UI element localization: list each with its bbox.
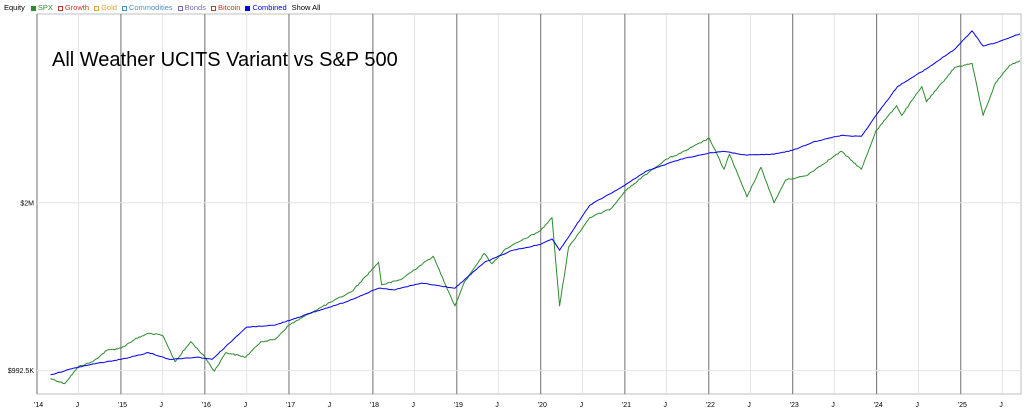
x-tick-label: '22	[706, 402, 715, 409]
x-tick-label: J	[412, 402, 416, 409]
x-tick-label: '16	[202, 402, 211, 409]
plot-frame	[36, 13, 1022, 395]
legend-item-bonds[interactable]: Bonds	[177, 3, 206, 13]
x-tick-label: J	[580, 402, 584, 409]
x-tick-label: '14	[34, 402, 43, 409]
show-all-button[interactable]: Show All	[291, 3, 321, 12]
legend-swatch-combined	[245, 5, 251, 11]
chart-legend: Equity SPX Growth Gold Commodities Bonds…	[4, 3, 320, 13]
x-tick-label: J	[915, 402, 919, 409]
series-line-spx	[50, 60, 1021, 385]
legend-label-commodities: Commodities	[128, 3, 173, 12]
x-tick-label: J	[328, 402, 332, 409]
x-tick-label: '21	[622, 402, 631, 409]
x-tick-label: '15	[118, 402, 127, 409]
legend-item-bitcoin[interactable]: Bitcoin	[210, 3, 241, 13]
legend-swatch-bonds	[177, 5, 183, 11]
legend-item-commodities[interactable]: Commodities	[121, 3, 173, 13]
x-tick-label: J	[999, 402, 1003, 409]
legend-item-combined[interactable]: Combined	[245, 3, 287, 13]
legend-label-gold: Gold	[101, 3, 117, 12]
legend-swatch-bitcoin	[210, 5, 216, 11]
y-axis: $992.5K $2M	[8, 200, 34, 375]
legend-label-bonds: Bonds	[184, 3, 206, 12]
x-tick-label: '23	[790, 402, 799, 409]
legend-label-bitcoin: Bitcoin	[217, 3, 241, 12]
x-tick-label: '18	[370, 402, 379, 409]
x-tick-label: J	[747, 402, 751, 409]
x-tick-label: '25	[958, 402, 967, 409]
x-tick-label: '17	[286, 402, 295, 409]
series-layer	[50, 30, 1021, 385]
x-tick-label: '20	[538, 402, 547, 409]
x-axis: '14 J '15 J '16 J '17 J '18 J '19 J '20 J '21 J '22 J '23 J…	[34, 402, 1003, 409]
legend-swatch-spx	[30, 5, 36, 11]
x-tick-label: J	[244, 402, 248, 409]
y-tick-label: $2M	[20, 200, 34, 207]
x-tick-label: J	[160, 402, 164, 409]
legend-swatch-commodities	[121, 5, 127, 11]
x-tick-label: J	[831, 402, 835, 409]
series-line-combined	[50, 30, 1021, 376]
legend-item-spx[interactable]: SPX	[30, 3, 53, 13]
legend-swatch-growth	[57, 5, 63, 11]
legend-title: Equity	[4, 3, 25, 12]
x-tick-label: J	[663, 402, 667, 409]
legend-item-growth[interactable]: Growth	[57, 3, 90, 13]
legend-label-combined: Combined	[252, 3, 287, 12]
grid-layer	[36, 13, 1022, 395]
x-tick-label: J	[76, 402, 80, 409]
legend-label-growth: Growth	[64, 3, 90, 12]
x-tick-label: '19	[454, 402, 463, 409]
legend-label-spx: SPX	[37, 3, 53, 12]
chart-title: All Weather UCITS Variant vs S&P 500	[52, 49, 398, 71]
legend-item-gold[interactable]: Gold	[94, 3, 117, 13]
x-tick-label: J	[495, 402, 499, 409]
y-tick-label: $992.5K	[8, 368, 34, 375]
x-tick-label: '24	[874, 402, 883, 409]
legend-swatch-gold	[94, 5, 100, 11]
